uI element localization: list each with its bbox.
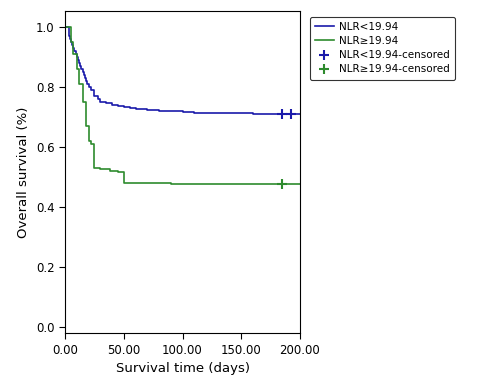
X-axis label: Survival time (days): Survival time (days) (116, 362, 250, 375)
Y-axis label: Overall survival (%): Overall survival (%) (18, 106, 30, 238)
Legend: NLR<19.94, NLR≥19.94, NLR<19.94-censored, NLR≥19.94-censored: NLR<19.94, NLR≥19.94, NLR<19.94-censored… (310, 17, 455, 80)
